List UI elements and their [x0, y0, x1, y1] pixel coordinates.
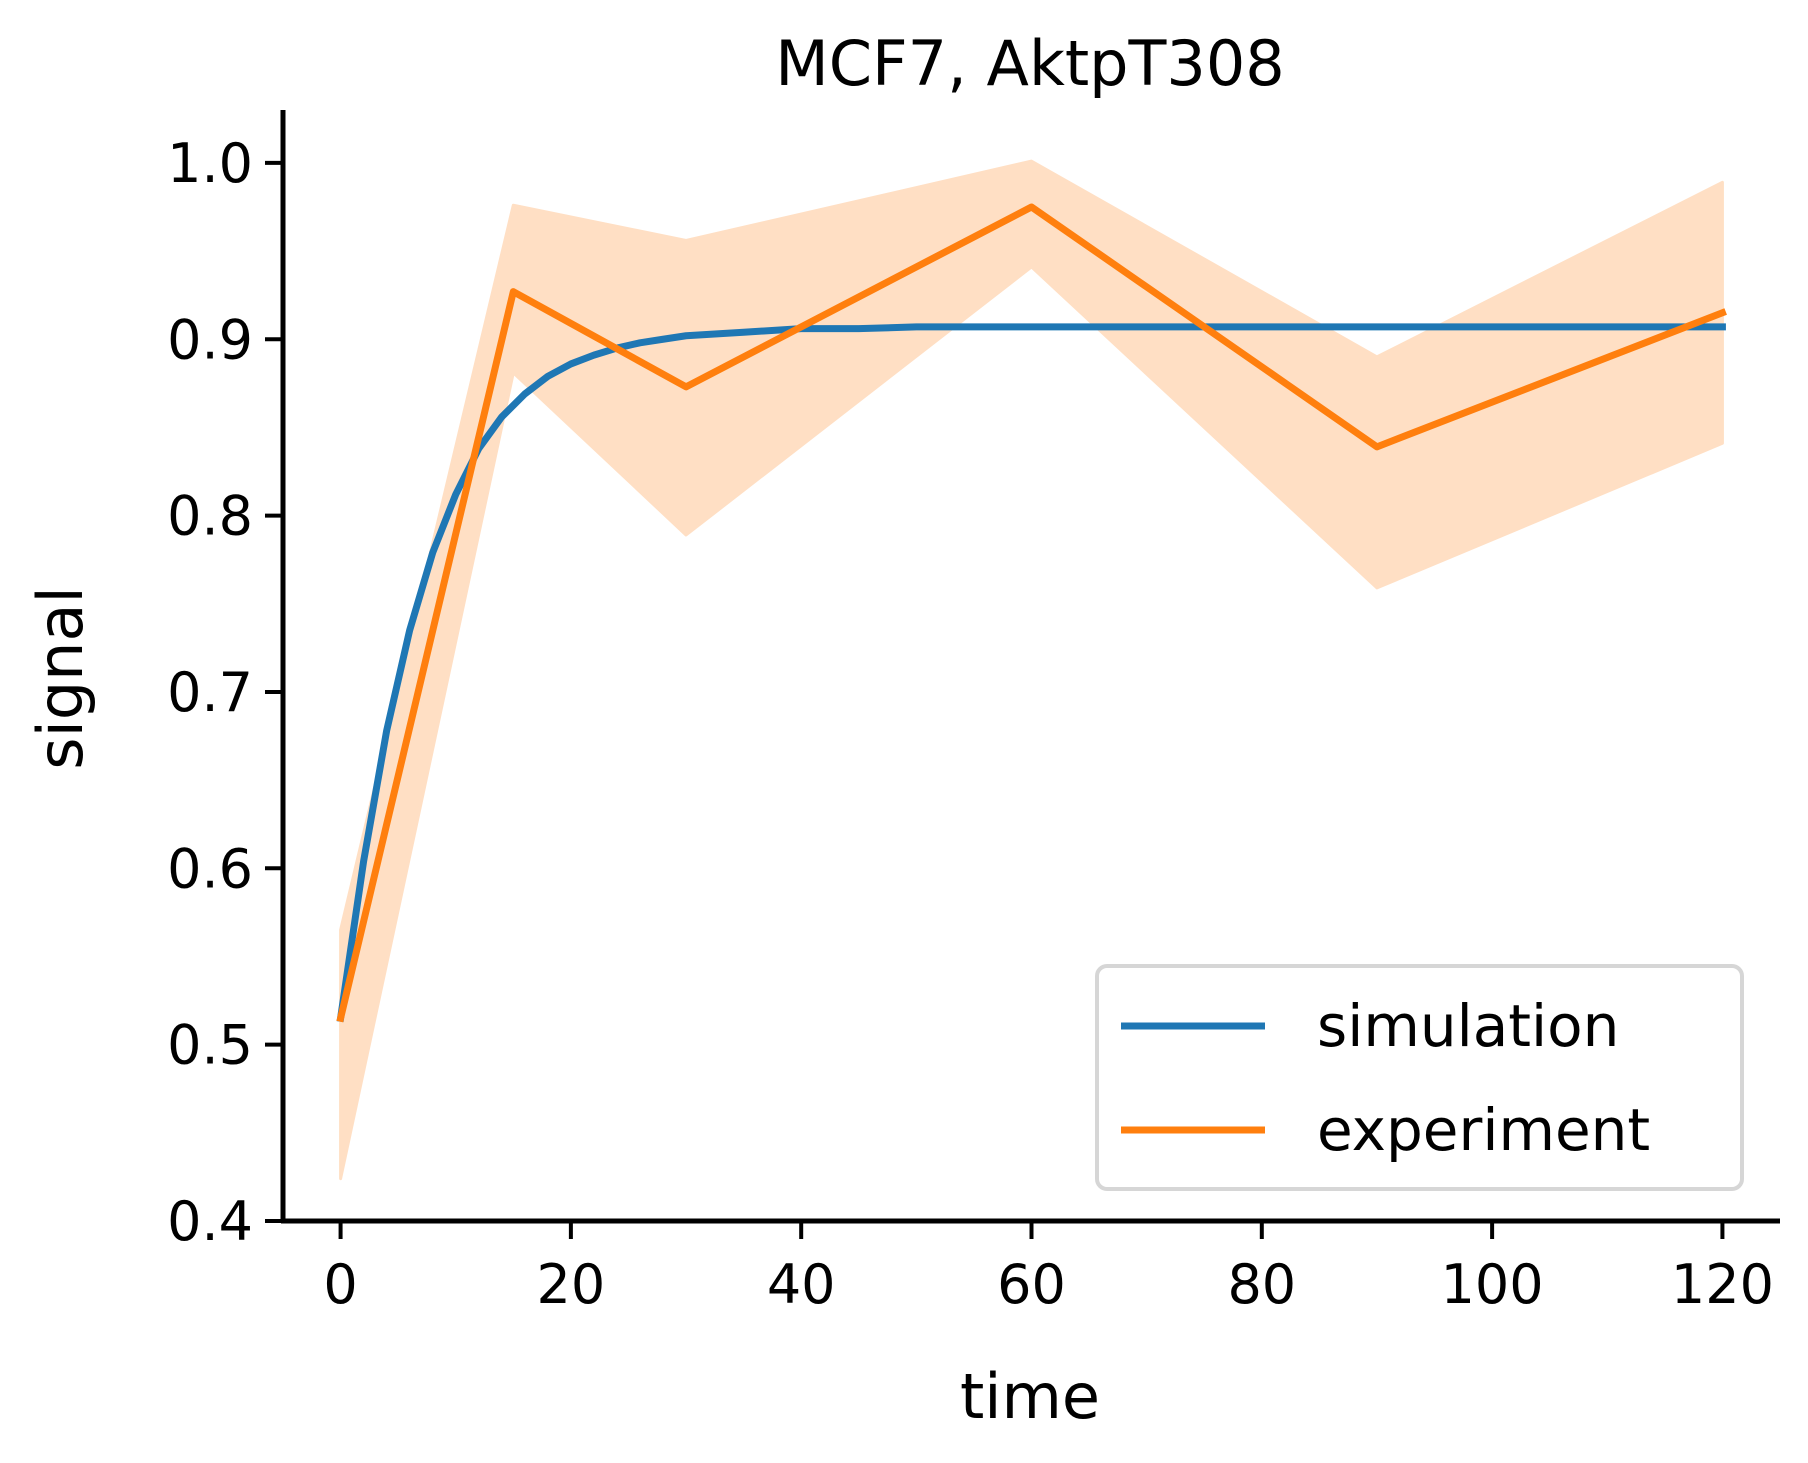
series-line-simulation — [336, 323, 1726, 1023]
x-tick-label: 0 — [323, 1253, 357, 1316]
y-tick-label: 0.7 — [167, 661, 253, 724]
y-tick-label: 1.0 — [167, 132, 253, 195]
x-tick-label: 100 — [1441, 1253, 1544, 1316]
plot-area — [336, 159, 1727, 1181]
x-tick-label: 20 — [537, 1253, 606, 1316]
series-line-experiment — [336, 203, 1727, 1023]
y-tick-label: 0.8 — [167, 485, 253, 548]
y-axis-label: signal — [24, 586, 97, 769]
x-tick-label: 80 — [1227, 1253, 1296, 1316]
x-tick-label: 60 — [997, 1253, 1066, 1316]
x-tick-label: 120 — [1671, 1253, 1774, 1316]
x-tick-label: 40 — [767, 1253, 836, 1316]
series-band-experiment — [339, 159, 1724, 1181]
x-axis-label: time — [960, 1360, 1100, 1433]
legend: simulation experiment — [1095, 964, 1744, 1191]
y-tick-label: 0.9 — [167, 308, 253, 371]
chart-title: MCF7, AktpT308 — [775, 27, 1285, 100]
legend-label-experiment: experiment — [1317, 1096, 1650, 1164]
y-tick-label: 0.4 — [167, 1190, 253, 1253]
y-tick-label: 0.6 — [167, 837, 253, 900]
y-tick-label: 0.5 — [167, 1014, 253, 1077]
axes: 0 20 40 60 80 100 120 0.4 0.5 0.6 0.7 0.8 0.9 1.0 — [167, 110, 1780, 1316]
legend-label-simulation: simulation — [1317, 992, 1619, 1060]
